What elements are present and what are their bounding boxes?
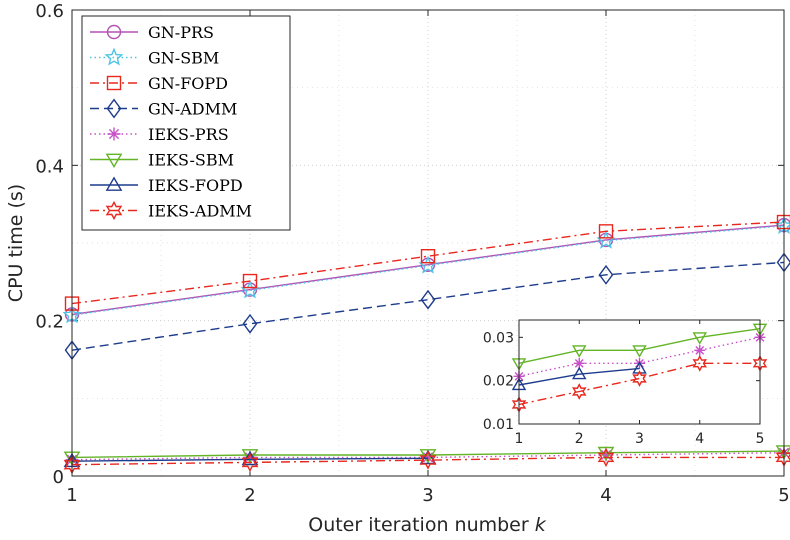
data-point-ieks-prs [421,450,435,464]
x-axis-label-var: k [535,514,547,536]
x-tick-label: 1 [66,485,77,506]
data-point-inset-ieks-sbm [632,345,647,358]
data-point-gn-admm [420,289,436,310]
data-point-gn-fopd [598,224,614,239]
legend-marker-ieks-sbm [105,153,123,169]
legend-item-ieks-prs: IEKS-PRS [90,125,229,144]
series-line-gn-prs [71,224,785,316]
data-point-ieks-sbm [241,449,259,464]
data-point-inset-ieks-sbm [692,332,708,345]
inset-x-tick-label: 5 [756,431,765,447]
data-point-inset-ieks-admm [571,383,587,400]
legend-item-ieks-fopd: IEKS-FOPD [90,176,243,195]
data-point-inset-ieks-sbm [571,345,587,358]
x-axis-label: Outer iteration number k [308,514,547,536]
legend-item-gn-prs: GN-PRS [90,23,214,42]
inset-y-tick-label: 0.01 [483,417,514,433]
legend-label-gn-prs: GN-PRS [148,23,214,42]
x-tick-label: 5 [778,485,789,506]
legend-item-gn-admm: GN-ADMM [90,98,237,119]
x-axis-label-text: Outer iteration number [308,514,529,536]
data-point-ieks-fopd [419,449,437,465]
legend-item-gn-fopd: GN-FOPD [90,74,228,93]
inset-frame [518,319,761,425]
series-line-inset-ieks-fopd [518,367,640,386]
legend-marker-ieks-fopd [105,176,123,191]
legend-marker-gn-prs [106,24,122,40]
legend-marker-ieks-admm [105,200,123,221]
data-point-ieks-prs [599,448,613,462]
data-point-ieks-admm [241,452,259,473]
inset-x-tick-label: 1 [515,431,524,447]
series-line-gn-admm [71,261,785,351]
x-tick-label: 4 [600,485,611,506]
legend-marker-gn-admm [106,98,122,119]
legend-item-ieks-admm: IEKS-ADMM [90,200,252,221]
series-line-ieks-fopd [71,457,429,462]
data-point-gn-fopd [242,273,258,289]
series-line-gn-fopd [71,221,785,305]
data-point-inset-ieks-admm [692,354,708,372]
legend-label-gn-sbm: GN-SBM [148,49,219,68]
plot-frame [71,9,785,477]
legend: GN-PRS GN-SBM GN-FOPD GN-ADMM IEKS-PRS IEKS-S… [81,15,291,231]
legend-label-ieks-prs: IEKS-PRS [148,125,229,144]
main-plot: 1 2 3 4 5 0 0.2 0.4 0.6 [35,1,790,506]
data-point-ieks-admm [597,447,615,467]
y-axis-label: CPU time (s) [5,184,27,302]
inset-x-tick-label: 2 [575,431,584,447]
legend-label-ieks-sbm: IEKS-SBM [148,151,234,170]
data-point-inset-ieks-prs [573,357,585,369]
series-line-inset-ieks-admm [518,362,760,406]
data-point-gn-admm [242,313,258,334]
series-inset-ieks-sbm [511,323,768,371]
legend-label-ieks-admm: IEKS-ADMM [148,202,252,221]
data-point-ieks-prs [243,450,257,464]
x-tick-label: 2 [244,485,255,506]
data-point-inset-ieks-fopd [571,366,587,380]
data-point-inset-ieks-admm [632,370,647,387]
data-point-ieks-admm [419,450,437,470]
inset-x-tick-label: 3 [635,431,644,447]
legend-marker-gn-sbm [104,47,124,66]
inset-y-tick-label: 0.02 [483,374,514,390]
inset-y-tick-label: 0.03 [483,330,514,346]
series-line-ieks-sbm [71,450,785,459]
legend-marker-gn-fopd [106,75,122,91]
series-ieks-sbm [63,445,790,466]
y-tick-label: 0.6 [35,1,64,22]
series-line-ieks-admm [71,456,784,466]
y-tick-label: 0.2 [35,312,64,333]
legend-box [81,15,291,231]
legend-item-ieks-sbm: IEKS-SBM [90,151,234,170]
series-inset-ieks-admm [511,354,768,413]
y-tick-label: 0.4 [35,156,64,177]
data-point-gn-admm [598,264,614,285]
inset-x-tick-label: 4 [695,431,704,447]
data-point-inset-ieks-prs [694,344,706,356]
series-line-gn-sbm [71,225,785,316]
x-tick-label: 3 [422,485,433,506]
legend-item-gn-sbm: GN-SBM [90,47,219,68]
inset-plot: 1 2 3 4 5 0.01 0.02 0.03 [483,319,768,447]
series-line-inset-ieks-sbm [518,328,761,364]
legend-label-gn-admm: GN-ADMM [148,100,237,119]
legend-marker-ieks-prs [107,127,121,141]
data-point-gn-fopd [420,249,436,264]
legend-label-gn-fopd: GN-FOPD [148,74,228,93]
y-tick-label: 0 [53,467,64,488]
legend-label-ieks-fopd: IEKS-FOPD [148,176,243,195]
